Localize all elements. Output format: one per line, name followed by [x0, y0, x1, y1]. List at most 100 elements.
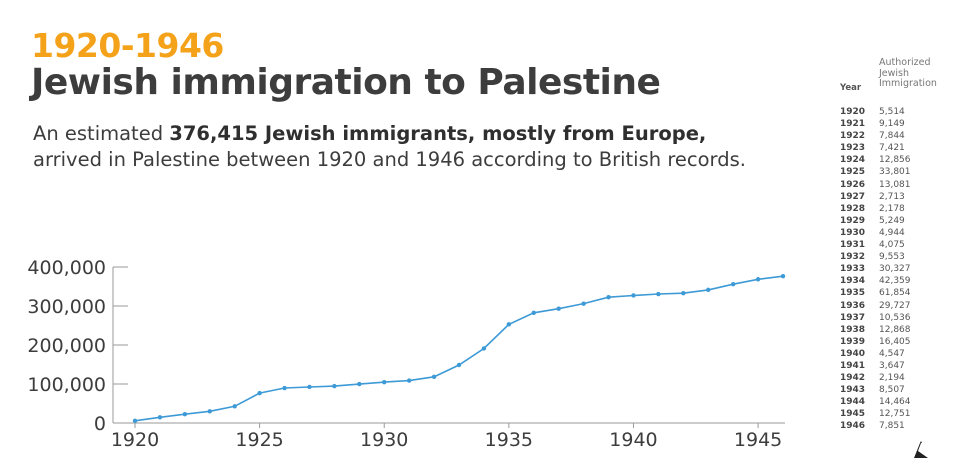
table-value-cell: 4,075 [879, 240, 905, 251]
table-row: 1935 61,854 [838, 287, 911, 299]
table-row: 1937 10,536 [838, 312, 911, 324]
table-year-cell: 1939 [840, 336, 866, 347]
table-year-cell: 1933 [840, 264, 866, 275]
table-row: 1932 9,553 [838, 251, 911, 263]
table-row: 1936 29,727 [838, 300, 911, 312]
table-value-header-line: Authorized [879, 57, 931, 68]
headline: Jewish immigration to Palestine [31, 62, 661, 103]
x-tick-label: 1945 [734, 429, 782, 451]
subhead-post: arrived in Palestine between 1920 and 19… [33, 148, 746, 171]
data-point [207, 409, 212, 414]
table-year-cell: 1924 [840, 155, 866, 166]
table-year-header: Year [840, 83, 862, 93]
table-row: 1928 2,178 [838, 203, 911, 215]
table-row: 1931 4,075 [838, 239, 911, 251]
y-tick-label: 100,000 [27, 374, 106, 396]
table-year-cell: 1923 [840, 143, 866, 154]
data-point [307, 384, 312, 390]
table-year-cell: 1931 [840, 240, 866, 251]
table-row: 1943 8,507 [838, 384, 911, 396]
table-year-cell: 1946 [840, 421, 866, 432]
subhead: An estimated 376,415 Jewish immigrants, … [33, 121, 773, 173]
table-row: 1938 12,868 [838, 324, 911, 336]
subhead-bold: 376,415 Jewish immigrants, mostly from E… [169, 122, 707, 145]
table-year-cell: 1938 [840, 324, 866, 335]
kicker-years: 1920-1946 [31, 26, 224, 65]
table-row: 1944 14,464 [838, 396, 911, 408]
table-year-cell: 1922 [840, 131, 866, 142]
data-point [332, 383, 337, 389]
immigration-table: Year Authorized Jewish Immigration 1920 5… [838, 57, 963, 431]
data-point [780, 273, 786, 279]
table-value-cell: 61,854 [879, 288, 911, 299]
logo-mark-icon [914, 441, 928, 458]
data-point [531, 310, 536, 315]
data-point [357, 381, 362, 387]
table-value-cell: 42,359 [879, 276, 911, 287]
table-value-cell: 5,514 [879, 107, 905, 117]
table-row: 1925 33,801 [838, 166, 911, 178]
table-row: 1929 5,249 [838, 215, 911, 227]
table-value-cell: 9,149 [879, 119, 905, 130]
data-point [581, 301, 586, 306]
table-value-cell: 13,081 [879, 179, 911, 190]
table-year-cell: 1936 [840, 300, 866, 311]
table-value-cell: 12,751 [879, 409, 911, 420]
table-row: 1921 9,149 [838, 118, 911, 130]
table-year-cell: 1934 [840, 276, 866, 287]
table-row: 1920 5,514 [838, 106, 911, 118]
x-axis: 1920 1925 1930 1935 1940 1945 [111, 422, 785, 451]
table-value-header-line: Jewish [879, 67, 910, 79]
table-value-cell: 33,801 [879, 167, 911, 178]
y-axis: 0 100,000 200,000 300,000 400,000 [27, 257, 128, 435]
data-point [506, 322, 512, 327]
table-year-cell: 1935 [840, 288, 866, 299]
data-point [606, 295, 611, 300]
table-row: 1930 4,944 [838, 227, 911, 239]
data-point [556, 306, 561, 311]
table-value-cell: 7,844 [879, 131, 905, 142]
table-year-cell: 1925 [840, 167, 866, 178]
table-value-cell: 16,405 [879, 336, 911, 347]
table-value-cell: 30,327 [879, 264, 911, 275]
table-value-cell: 12,868 [879, 324, 911, 335]
data-point [656, 291, 661, 297]
y-tick-label: 200,000 [27, 335, 106, 357]
table-year-cell: 1943 [840, 385, 866, 396]
table-year-cell: 1920 [840, 107, 866, 117]
y-tick-label: 300,000 [27, 296, 106, 318]
table-year-cell: 1930 [840, 227, 866, 238]
series-line [134, 275, 784, 422]
data-point [456, 362, 462, 368]
table-year-cell: 1929 [840, 215, 866, 226]
table-value-cell: 29,727 [879, 300, 911, 311]
table-value-header: Authorized Jewish Immigration [879, 57, 937, 90]
table-value-cell: 2,713 [879, 191, 905, 202]
x-tick-label: 1925 [235, 429, 283, 451]
data-point [706, 287, 711, 293]
table-year-cell: 1926 [840, 179, 866, 190]
table-year-cell: 1928 [840, 203, 866, 214]
table-year-cell: 1932 [840, 252, 866, 263]
data-point [631, 293, 636, 298]
table-value-cell: 9,553 [879, 252, 905, 263]
table-value-cell: 2,194 [879, 373, 905, 384]
table-value-cell: 2,178 [879, 203, 905, 214]
table-year-cell: 1927 [840, 191, 866, 202]
table-row: 1939 16,405 [838, 336, 911, 348]
data-point [431, 374, 437, 380]
x-tick-label: 1920 [111, 429, 159, 451]
table-value-cell: 3,647 [879, 360, 905, 371]
table-value-cell: 12,856 [879, 155, 911, 166]
x-tick-label: 1935 [485, 429, 533, 451]
table-body: 1920 5,514 1921 9,149 1922 7,844 1923 7,421 1924… [838, 106, 911, 433]
table-header: Year Authorized Jewish Immigration [838, 57, 963, 108]
table-row: 1945 12,751 [838, 408, 911, 420]
table-year-cell: 1942 [840, 373, 866, 384]
table-row: 1946 7,851 [838, 420, 911, 432]
data-point [755, 277, 761, 282]
table-row: 1923 7,421 [838, 142, 911, 154]
table-row: 1926 13,081 [838, 179, 911, 191]
x-tick-label: 1940 [609, 429, 657, 451]
